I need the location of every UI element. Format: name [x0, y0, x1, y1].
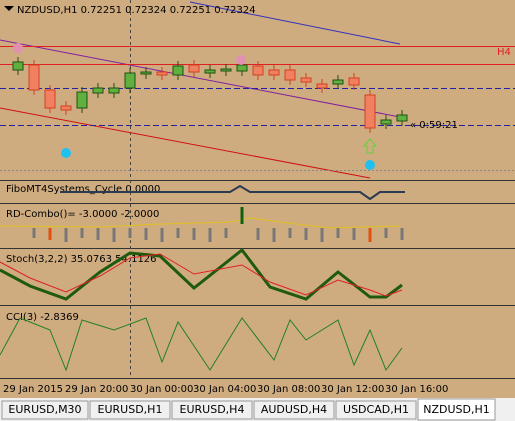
tab[interactable]	[417, 398, 496, 421]
indicator-label: CCI(3) -2.8369	[6, 312, 79, 323]
tab-label[interactable]: EURUSD,M30	[8, 403, 81, 416]
candle	[108, 87, 120, 94]
candle	[348, 77, 360, 86]
menu-arrow	[4, 6, 14, 11]
candle	[220, 68, 232, 72]
candle	[268, 69, 280, 76]
candle	[396, 114, 408, 122]
tab[interactable]	[171, 400, 253, 420]
cci-line	[0, 317, 403, 372]
candle	[140, 71, 152, 75]
tab-label[interactable]: USDCAD,H1	[343, 403, 409, 416]
tab-label[interactable]: AUDUSD,H4	[261, 403, 327, 416]
tab[interactable]	[335, 400, 417, 420]
time-label: 30 Jan 00:00	[130, 384, 193, 395]
rd-line	[0, 217, 401, 229]
tab-label[interactable]: EURUSD,H1	[98, 403, 163, 416]
trend-line	[189, 1, 401, 45]
signal-dot	[13, 43, 23, 53]
candle	[60, 105, 72, 111]
candle	[156, 71, 168, 76]
level-label: H4	[497, 47, 511, 58]
candle	[316, 83, 328, 89]
candle	[44, 89, 56, 109]
candle	[204, 69, 216, 74]
candle	[28, 64, 40, 91]
signal-dot	[236, 55, 246, 65]
candle	[172, 65, 184, 76]
candle	[76, 91, 88, 109]
tab-label[interactable]: NZDUSD,H1	[423, 403, 490, 416]
indicator-label: Stoch(3,2,2) 35.0763 54.1126	[6, 254, 157, 265]
candle	[332, 79, 344, 85]
time-label: 29 Jan 20:00	[65, 384, 128, 395]
tab-label[interactable]: EURUSD,H4	[180, 403, 245, 416]
time-label: 29 Jan 2015	[3, 384, 63, 395]
candle	[188, 64, 200, 73]
candle	[364, 94, 376, 129]
timer: « 0:59:21	[410, 120, 458, 131]
trend-line	[0, 39, 406, 119]
tab[interactable]	[1, 400, 89, 420]
signal-dot	[365, 160, 375, 170]
candle	[300, 77, 312, 83]
candle	[284, 69, 296, 81]
indicator-label: RD-Combo()= -3.0000 -2.0000	[6, 209, 159, 220]
chart-title: NZDUSD,H1 0.72251 0.72324 0.72251 0.7232…	[17, 5, 256, 16]
candle	[380, 119, 392, 125]
tab[interactable]	[89, 400, 171, 420]
cycle-line	[60, 184, 405, 201]
up-arrow	[362, 138, 378, 154]
trend-line	[0, 107, 371, 179]
candle	[252, 65, 264, 76]
time-label: 30 Jan 16:00	[385, 384, 448, 395]
time-label: 30 Jan 08:00	[257, 384, 320, 395]
candle	[12, 61, 24, 71]
stoch-signal	[0, 253, 403, 297]
candle	[236, 64, 248, 72]
time-label: 30 Jan 12:00	[321, 384, 384, 395]
indicator-label: FiboMT4Systems_Cycle 0.0000	[6, 184, 160, 195]
time-label: 30 Jan 04:00	[193, 384, 256, 395]
candle	[124, 72, 136, 89]
signal-dot	[61, 148, 71, 158]
candle	[92, 87, 104, 94]
tab[interactable]	[253, 400, 335, 420]
